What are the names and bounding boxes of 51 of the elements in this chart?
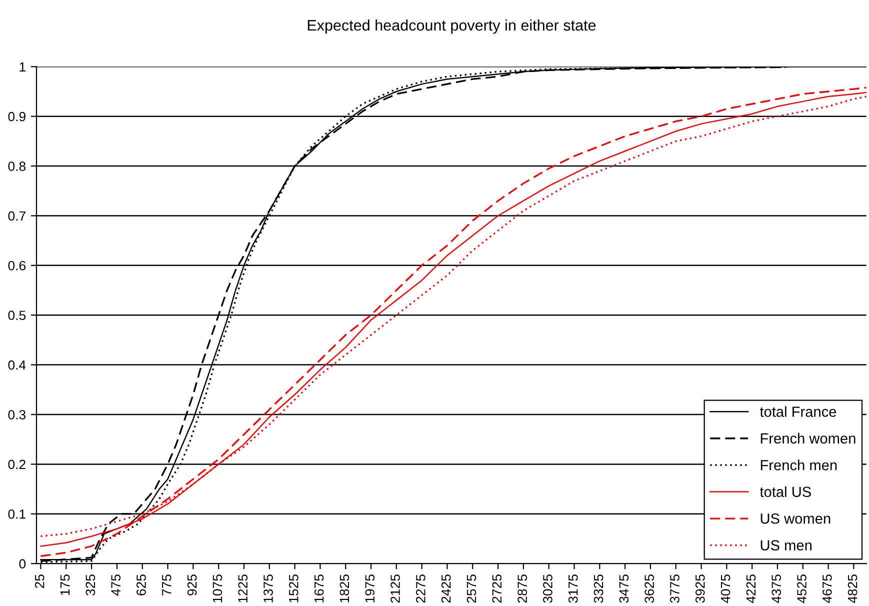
x-tick-label: 625 [136, 574, 146, 596]
x-tick-label: 3025 [543, 574, 552, 603]
chart-title: Expected headcount poverty in either state [308, 19, 596, 34]
legend-label: total US [760, 486, 811, 498]
x-tick-label: 475 [111, 574, 120, 596]
y-tick-label: 0 [19, 559, 26, 568]
x-tick-label: 4375 [772, 574, 782, 604]
x-tick-label: 1225 [238, 574, 248, 602]
x-tick-label: 25 [34, 574, 44, 588]
y-tick-label: 1 [20, 62, 26, 72]
y-tick-label: 0.4 [8, 360, 26, 370]
x-tick-label: 3925 [695, 574, 705, 603]
x-tick-label: 4225 [746, 574, 756, 604]
x-tick-label: 325 [86, 574, 96, 596]
x-tick-label: 2125 [390, 574, 400, 603]
x-tick-label: 1825 [340, 574, 350, 602]
legend-label: US women [760, 513, 830, 524]
x-tick-label: 775 [162, 574, 172, 596]
y-tick-label: 0.2 [8, 460, 26, 470]
y-tick-label: 0.3 [8, 410, 26, 420]
legend-label: French women [760, 432, 856, 444]
x-tick-label: 4075 [720, 574, 730, 604]
legend-label: French men [760, 460, 837, 470]
y-tick-label: 0.6 [8, 260, 26, 270]
x-tick-label: 1075 [212, 574, 222, 602]
x-tick-label: 2875 [518, 574, 527, 603]
y-tick-label: 0.7 [8, 211, 26, 221]
x-tick-label: 2575 [466, 574, 476, 603]
x-tick-label: 2425 [441, 574, 451, 603]
x-tick-label: 4675 [822, 574, 832, 604]
x-tick-label: 1675 [314, 574, 324, 602]
x-tick-label: 4525 [797, 574, 806, 604]
x-tick-label: 3475 [619, 574, 629, 603]
y-tick-label: 0.8 [8, 162, 26, 171]
x-tick-label: 3325 [594, 574, 604, 603]
x-tick-label: 4825 [848, 574, 858, 604]
x-tick-label: 2275 [416, 574, 426, 603]
x-tick-label: 1975 [365, 574, 375, 602]
y-tick-label: 0.9 [8, 112, 26, 122]
legend-label: total France [760, 406, 836, 417]
x-tick-label: 2725 [492, 574, 502, 603]
y-tick-label: 0.1 [8, 509, 26, 519]
y-tick-label: 0.5 [8, 310, 26, 320]
x-tick-label: 3775 [670, 574, 680, 603]
x-tick-label: 175 [60, 574, 70, 596]
x-tick-label: 3175 [568, 574, 578, 603]
x-tick-label: 1375 [264, 574, 273, 602]
x-tick-label: 3625 [644, 574, 654, 603]
legend-label: US men [760, 540, 812, 550]
x-tick-label: 1525 [288, 574, 298, 602]
x-tick-label: 925 [187, 574, 197, 596]
